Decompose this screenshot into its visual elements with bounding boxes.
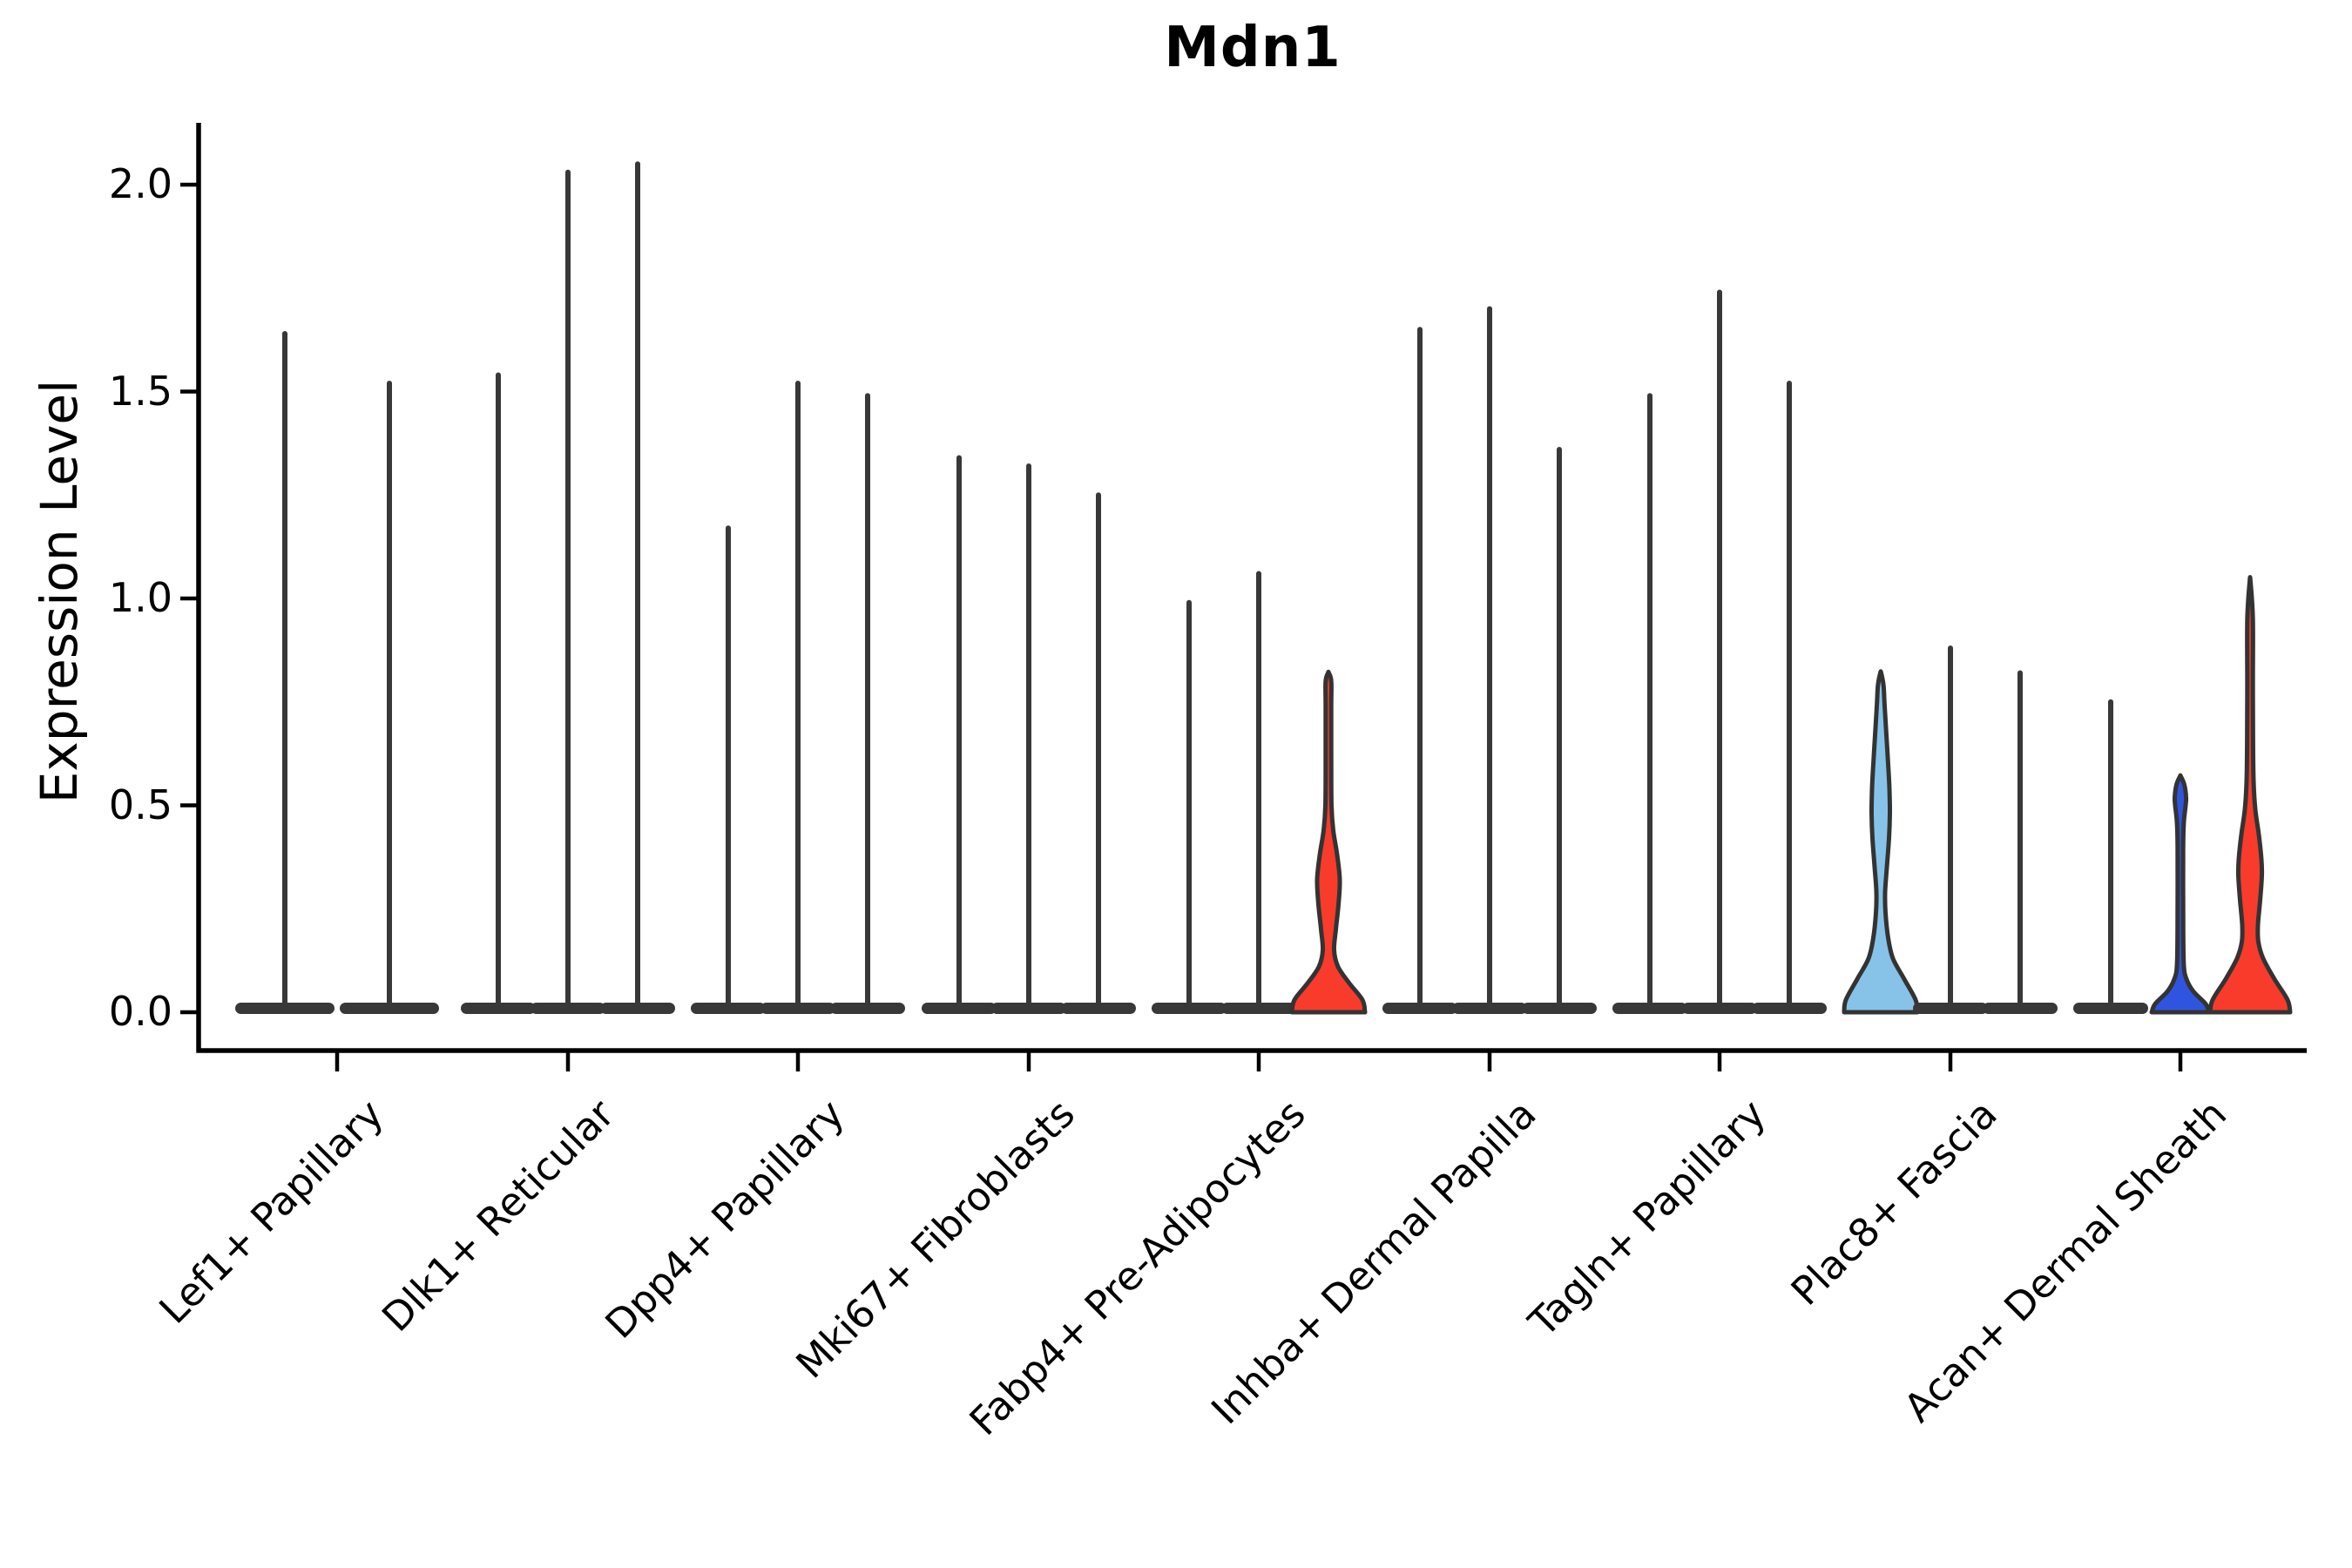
violin-body-7-0	[1842, 669, 1920, 1015]
y-tick-label-3: 1.5	[108, 367, 172, 415]
y-tick-label-0: 0.0	[108, 988, 172, 1035]
plot-title: Mdn1	[1164, 16, 1342, 80]
y-tick-label-2: 1.0	[108, 574, 172, 621]
y-tick-label-4: 2.0	[108, 160, 172, 207]
violin-body-8-2	[2207, 575, 2293, 1015]
violin-body-4-2	[1289, 669, 1368, 1015]
y-tick-label-1: 0.5	[108, 781, 172, 828]
violin-body-8-1	[2149, 773, 2212, 1015]
